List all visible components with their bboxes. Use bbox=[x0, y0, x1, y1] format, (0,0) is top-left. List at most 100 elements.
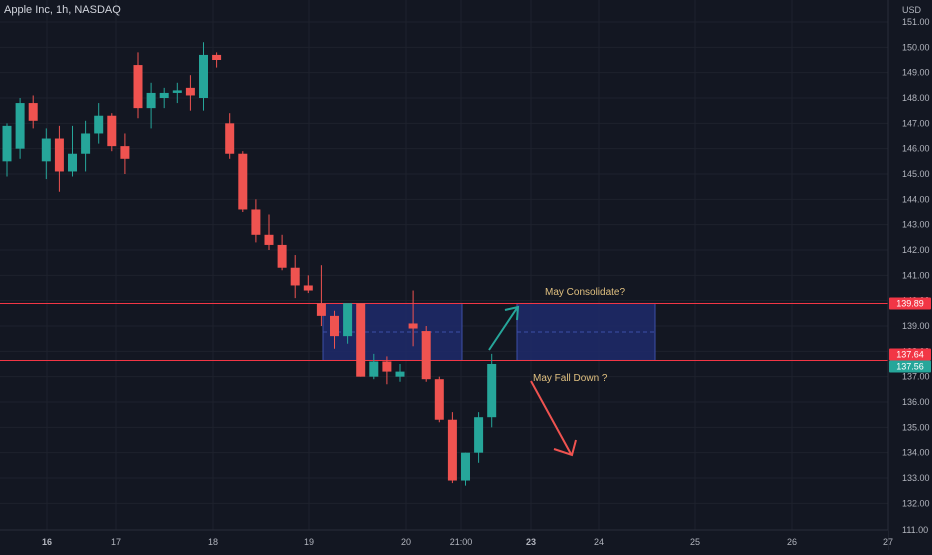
candle bbox=[2, 123, 12, 177]
price-tick: 145.00 bbox=[902, 169, 930, 179]
time-axis-bg bbox=[0, 530, 888, 550]
candle bbox=[316, 265, 326, 326]
currency-label: USD bbox=[902, 5, 922, 15]
candle bbox=[487, 353, 497, 428]
candle bbox=[146, 82, 156, 129]
candle bbox=[81, 120, 91, 172]
price-tick: 135.00 bbox=[902, 422, 930, 432]
annotation-arrows: May Consolidate? May Fall Down ? bbox=[488, 287, 625, 457]
candle-body bbox=[54, 138, 64, 172]
price-tick: 151.00 bbox=[902, 17, 930, 27]
arrow-up-head bbox=[504, 305, 520, 321]
candle-body bbox=[185, 87, 195, 96]
price-tick: 134.00 bbox=[902, 448, 930, 458]
candle bbox=[238, 151, 248, 212]
time-tick: 16 bbox=[42, 537, 52, 547]
candle-body bbox=[408, 323, 418, 329]
arrow-down-line bbox=[530, 380, 572, 455]
candle bbox=[172, 82, 182, 104]
badge-lower-top-bg bbox=[889, 348, 931, 361]
candle-body bbox=[369, 361, 379, 377]
candle bbox=[395, 364, 405, 382]
candle bbox=[343, 303, 353, 344]
candle bbox=[251, 199, 261, 243]
badge-upper-bg bbox=[889, 297, 931, 310]
candle bbox=[408, 290, 418, 347]
price-axis[interactable]: USD 151.00 150.00 149.00 148.00 147.00 146.00 1… bbox=[887, 0, 932, 550]
candle-body bbox=[474, 417, 484, 453]
time-tick: 17 bbox=[111, 537, 121, 547]
candle-body bbox=[107, 115, 117, 147]
candle-body bbox=[356, 303, 366, 377]
candle bbox=[434, 376, 444, 423]
candle-body bbox=[212, 54, 222, 60]
candle bbox=[212, 52, 222, 68]
candle-body bbox=[290, 267, 300, 286]
arrow-up-line bbox=[488, 307, 518, 351]
price-tick: 137.00 bbox=[902, 372, 930, 382]
price-tick: 111.00 bbox=[902, 525, 928, 535]
candle-body bbox=[133, 65, 143, 109]
price-tick: 143.00 bbox=[902, 220, 930, 230]
candle bbox=[107, 113, 117, 152]
candle-body bbox=[15, 103, 25, 149]
candle bbox=[421, 326, 431, 382]
candle-body bbox=[382, 361, 392, 372]
candle bbox=[290, 255, 300, 299]
candle-body bbox=[172, 90, 182, 93]
candle-body bbox=[251, 209, 261, 235]
candle bbox=[303, 275, 313, 294]
time-axis[interactable]: 16 17 18 19 20 21:00 23 24 25 26 27 bbox=[0, 529, 893, 550]
time-tick: 26 bbox=[787, 537, 797, 547]
candle bbox=[369, 353, 379, 380]
candle bbox=[461, 452, 470, 486]
candle-body bbox=[238, 153, 248, 210]
candle bbox=[225, 113, 235, 159]
candle-body bbox=[199, 54, 208, 98]
candle bbox=[447, 412, 457, 484]
candle-body bbox=[120, 146, 130, 159]
horizontal-levels[interactable] bbox=[0, 302, 888, 361]
candle-body bbox=[487, 364, 497, 418]
badge-lower-bottom: 137.56 bbox=[889, 360, 931, 373]
badge-lower-top-text: 137.64 bbox=[896, 349, 924, 359]
price-tick: 150.00 bbox=[902, 42, 930, 52]
badge-lower-top: 137.64 bbox=[889, 348, 931, 361]
candle-body bbox=[316, 303, 326, 316]
candle bbox=[277, 234, 287, 271]
candle bbox=[15, 98, 25, 159]
symbol-title[interactable]: Apple Inc, 1h, NASDAQ bbox=[4, 4, 121, 16]
price-tick: 141.00 bbox=[902, 270, 930, 280]
candle-body bbox=[68, 153, 77, 172]
candle bbox=[28, 95, 38, 129]
candle bbox=[41, 128, 51, 180]
candle-body bbox=[434, 379, 444, 420]
candle bbox=[133, 52, 143, 119]
time-tick: 24 bbox=[594, 537, 604, 547]
candle bbox=[199, 42, 208, 111]
candle-body bbox=[28, 103, 38, 121]
annotation-fall: May Fall Down ? bbox=[533, 373, 608, 384]
candle-body bbox=[41, 138, 51, 162]
time-tick: 21:00 bbox=[450, 537, 473, 547]
candle bbox=[54, 125, 64, 192]
price-tick: 139.00 bbox=[902, 321, 930, 331]
candle bbox=[94, 103, 104, 144]
candle-body bbox=[395, 371, 405, 377]
candles bbox=[2, 42, 497, 486]
time-tick: 25 bbox=[690, 537, 700, 547]
arrow-down-head bbox=[553, 439, 577, 457]
grid bbox=[0, 0, 889, 530]
candle bbox=[474, 412, 484, 463]
time-tick: 19 bbox=[304, 537, 314, 547]
candle-body bbox=[343, 303, 353, 337]
candle-body bbox=[303, 285, 313, 291]
price-tick: 136.00 bbox=[902, 397, 930, 407]
candle-body bbox=[225, 123, 235, 154]
candle bbox=[330, 310, 339, 349]
range-zone-right bbox=[516, 302, 656, 361]
candle bbox=[68, 125, 77, 177]
time-tick: 23 bbox=[526, 537, 536, 547]
